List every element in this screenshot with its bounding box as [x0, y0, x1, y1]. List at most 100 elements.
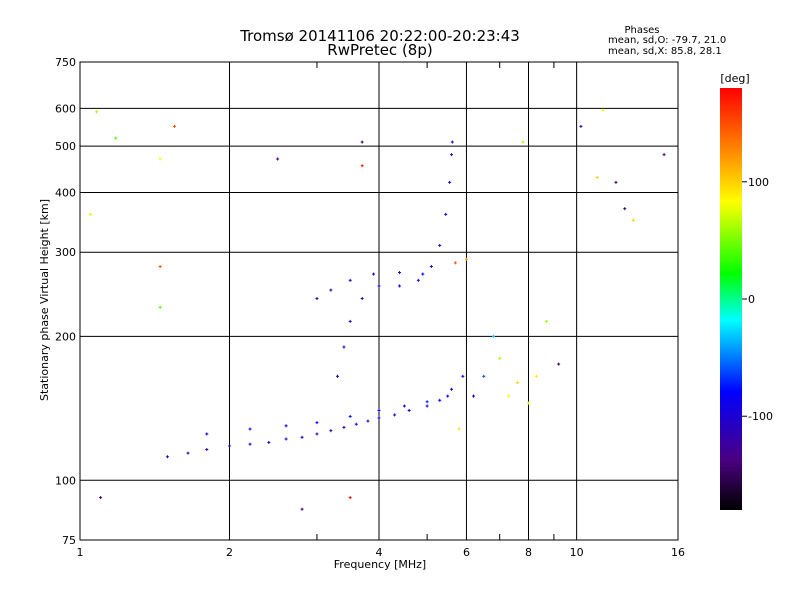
y-tick-label: 75 [62, 534, 76, 547]
colorbar-tick-label: -100 [748, 410, 773, 423]
x-tick-label: 4 [376, 546, 383, 559]
data-point [507, 394, 511, 398]
data-point [342, 425, 346, 429]
colorbar-tick-label: 100 [748, 176, 769, 189]
data-point [329, 288, 333, 292]
data-point [284, 424, 288, 428]
data-point [472, 394, 476, 398]
data-point [315, 297, 319, 301]
data-point [450, 140, 454, 144]
data-point [315, 421, 319, 425]
x-tick-label: 10 [570, 546, 584, 559]
data-point [446, 394, 450, 398]
y-tick-labels: 75 100 200 300 400 500 600 750 [55, 56, 76, 547]
data-point [372, 272, 376, 276]
data-point [448, 180, 452, 184]
y-tick-label: 200 [55, 330, 76, 343]
data-point [450, 153, 454, 157]
y-tick-label: 300 [55, 246, 76, 259]
data-point [329, 429, 333, 433]
data-point [336, 374, 340, 378]
grid-lines [80, 62, 678, 540]
y-tick-label: 500 [55, 140, 76, 153]
colorbar-ticks: 100 0 -100 [742, 176, 773, 423]
data-point [398, 284, 402, 288]
data-point [348, 278, 352, 282]
data-point [348, 414, 352, 418]
y-axis-label: Stationary phase Virtual Height [km] [38, 199, 51, 401]
data-point [457, 427, 461, 431]
data-point [534, 374, 538, 378]
data-point [342, 345, 346, 349]
data-point [545, 319, 549, 323]
data-point [360, 164, 364, 168]
chart-subtitle: RwPretec (8p) [327, 41, 432, 59]
data-point [248, 442, 252, 446]
data-point [360, 297, 364, 301]
data-point [461, 374, 465, 378]
data-point [173, 124, 177, 128]
data-point [114, 136, 118, 140]
x-tick-label: 2 [226, 546, 233, 559]
data-point [158, 265, 162, 269]
data-point [402, 404, 406, 408]
data-point [300, 435, 304, 439]
data-point [354, 422, 358, 426]
data-point [416, 278, 420, 282]
data-point [623, 207, 627, 211]
data-point [662, 153, 666, 157]
data-point [360, 140, 364, 144]
data-point [425, 404, 429, 408]
data-point [482, 374, 486, 378]
data-point [366, 419, 370, 423]
data-point [515, 381, 519, 385]
data-point [165, 455, 169, 459]
y-tick-label: 400 [55, 186, 76, 199]
data-point [601, 108, 605, 112]
colorbar-label: [deg] [720, 72, 749, 85]
legend-line-o: mean, sd,O: -79.7, 21.0 [608, 35, 726, 46]
data-point [95, 110, 99, 114]
x-tick-label: 6 [463, 546, 470, 559]
data-points [89, 108, 666, 511]
x-tick-labels: 1 2 4 6 8 10 16 [77, 546, 686, 559]
data-point [348, 496, 352, 500]
x-tick-label: 1 [77, 546, 84, 559]
data-point [421, 272, 425, 276]
data-point [158, 305, 162, 309]
colorbar-tick-label: 0 [748, 293, 755, 306]
data-point [377, 284, 381, 288]
legend-title: Phases [624, 25, 659, 36]
y-tick-label: 100 [55, 474, 76, 487]
x-tick-label: 16 [671, 546, 685, 559]
colorbar [720, 88, 742, 510]
data-point [248, 427, 252, 431]
chart-title: Tromsø 20141106 20:22:00-20:23:43 [239, 27, 520, 45]
data-point [631, 218, 635, 222]
data-point [614, 180, 618, 184]
data-point [438, 243, 442, 247]
data-point [425, 400, 429, 404]
y-tick-label: 750 [55, 56, 76, 69]
data-point [99, 496, 103, 500]
data-point [89, 212, 93, 216]
data-point [557, 362, 561, 366]
data-point [398, 271, 402, 275]
x-tick-label: 8 [525, 546, 532, 559]
data-point [429, 265, 433, 269]
data-point [491, 334, 495, 338]
data-point [527, 401, 530, 405]
x-axis-label: Frequency [MHz] [334, 558, 426, 571]
data-point [158, 157, 162, 161]
data-point [521, 140, 525, 144]
y-tick-label: 600 [55, 102, 76, 115]
data-point [393, 413, 397, 417]
data-point [284, 437, 288, 441]
data-point [300, 507, 304, 511]
data-point [186, 451, 190, 455]
data-point [377, 416, 381, 420]
data-point [276, 157, 280, 161]
data-point [348, 319, 352, 323]
data-point [595, 175, 599, 179]
